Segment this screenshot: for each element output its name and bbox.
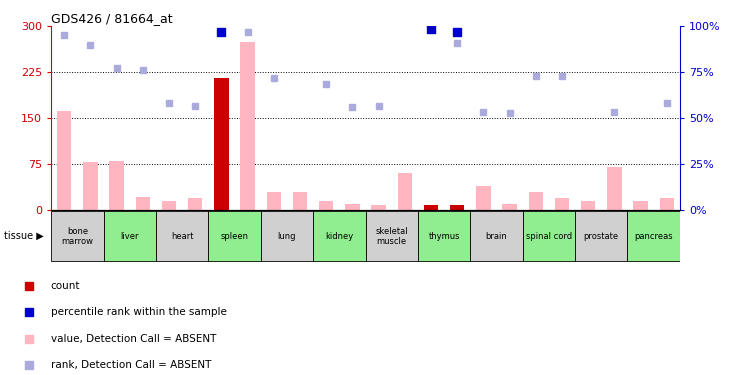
Bar: [633, 201, 648, 210]
Bar: [575, 211, 627, 261]
Bar: [188, 198, 202, 210]
Bar: [267, 192, 281, 210]
Bar: [214, 78, 229, 210]
Bar: [208, 211, 261, 261]
Bar: [523, 211, 575, 261]
Text: percentile rank within the sample: percentile rank within the sample: [50, 307, 227, 317]
Bar: [261, 211, 313, 261]
Text: thymus: thymus: [428, 232, 460, 241]
Bar: [555, 198, 569, 210]
Bar: [529, 192, 543, 210]
Text: GDS426 / 81664_at: GDS426 / 81664_at: [51, 12, 173, 25]
Bar: [424, 205, 438, 210]
Bar: [162, 201, 176, 210]
Bar: [398, 173, 412, 210]
Text: spleen: spleen: [221, 232, 249, 241]
Text: pancreas: pancreas: [635, 232, 673, 241]
Bar: [418, 211, 470, 261]
Bar: [319, 201, 333, 210]
Bar: [371, 205, 386, 210]
Bar: [476, 186, 491, 210]
Text: prostate: prostate: [583, 232, 619, 241]
Text: spinal cord: spinal cord: [526, 232, 572, 241]
Bar: [83, 162, 98, 210]
Text: value, Detection Call = ABSENT: value, Detection Call = ABSENT: [50, 333, 216, 344]
Bar: [450, 205, 464, 210]
Bar: [57, 111, 72, 210]
Bar: [110, 161, 124, 210]
Bar: [136, 196, 150, 210]
Bar: [366, 211, 418, 261]
Text: rank, Detection Call = ABSENT: rank, Detection Call = ABSENT: [50, 360, 211, 370]
Bar: [581, 201, 595, 210]
Text: kidney: kidney: [325, 232, 353, 241]
Text: bone
marrow: bone marrow: [61, 226, 94, 246]
Bar: [502, 204, 517, 210]
Text: brain: brain: [485, 232, 507, 241]
Text: skeletal
muscle: skeletal muscle: [376, 226, 408, 246]
Bar: [240, 42, 255, 210]
Text: tissue ▶: tissue ▶: [4, 231, 45, 241]
Bar: [156, 211, 208, 261]
Bar: [51, 211, 104, 261]
Bar: [104, 211, 156, 261]
Text: heart: heart: [171, 232, 194, 241]
Bar: [345, 204, 360, 210]
Text: lung: lung: [278, 232, 296, 241]
Bar: [313, 211, 366, 261]
Text: liver: liver: [121, 232, 139, 241]
Bar: [607, 167, 621, 210]
Bar: [293, 192, 307, 210]
Bar: [470, 211, 523, 261]
Bar: [627, 211, 680, 261]
Text: count: count: [50, 281, 80, 291]
Bar: [659, 198, 674, 210]
